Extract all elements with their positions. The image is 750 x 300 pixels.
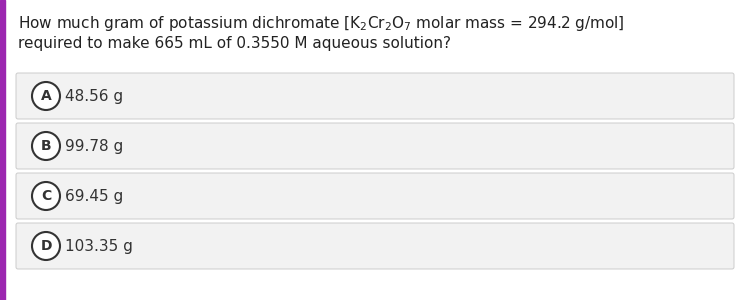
Text: 69.45 g: 69.45 g [65, 188, 123, 203]
Text: How much gram of potassium dichromate [K$_2$Cr$_2$O$_7$ molar mass = 294.2 g/mol: How much gram of potassium dichromate [K… [18, 14, 625, 33]
Text: A: A [40, 89, 51, 103]
FancyBboxPatch shape [16, 173, 734, 219]
Circle shape [32, 232, 60, 260]
Text: 99.78 g: 99.78 g [65, 139, 123, 154]
Circle shape [32, 82, 60, 110]
Circle shape [32, 182, 60, 210]
FancyBboxPatch shape [16, 123, 734, 169]
Bar [0, 0, 5, 300]
Text: C: C [40, 189, 51, 203]
Text: required to make 665 mL of 0.3550 M aqueous solution?: required to make 665 mL of 0.3550 M aque… [18, 36, 451, 51]
FancyBboxPatch shape [16, 73, 734, 119]
Text: B: B [40, 139, 51, 153]
Text: 48.56 g: 48.56 g [65, 88, 123, 104]
Circle shape [32, 132, 60, 160]
Text: 103.35 g: 103.35 g [65, 238, 133, 253]
FancyBboxPatch shape [16, 223, 734, 269]
Text: D: D [40, 239, 52, 253]
